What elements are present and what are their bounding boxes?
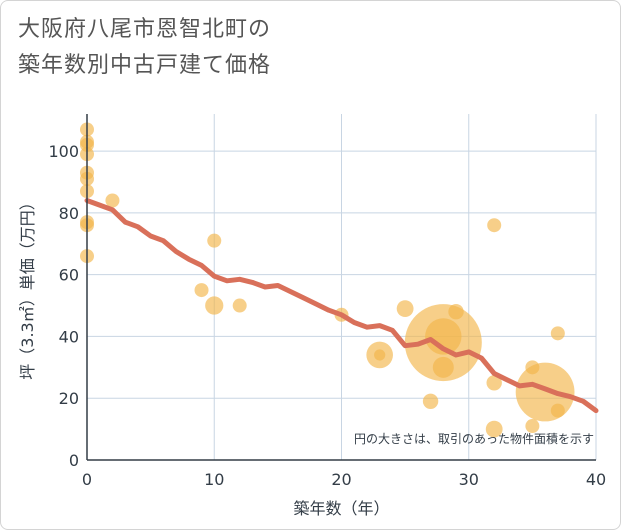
data-point [425,318,462,355]
y-tick-label: 60 [59,266,79,285]
data-point [550,403,565,418]
data-point [232,298,247,313]
data-point [487,218,502,233]
data-point [105,193,120,208]
data-point [396,300,414,318]
data-point [485,420,503,438]
data-point [422,393,439,410]
x-tick-label: 30 [459,470,479,489]
data-point [525,360,540,375]
y-tick-label: 100 [48,142,79,161]
scatter-series [80,122,575,438]
x-tick-label: 0 [82,470,92,489]
x-tick-label: 10 [204,470,224,489]
trend-line [84,198,599,414]
data-point [448,304,464,320]
y-axis-label: 坪（3.3㎡）単価（万円） [18,194,37,379]
x-tick-label: 40 [586,470,606,489]
y-tick-label: 0 [69,451,79,470]
data-point [486,375,502,391]
x-tick-label: 20 [331,470,351,489]
x-axis-label: 築年数（年） [293,499,389,518]
grid-lines [86,114,597,461]
tick-labels: 0 10 20 30 40 0 20 40 60 80 100 [48,142,606,489]
data-point [205,296,224,315]
axes [86,114,596,461]
data-point [374,349,386,361]
data-point [207,233,222,248]
size-note: 円の大きさは、取引のあった物件面積を示す [354,431,594,446]
data-point [515,362,575,422]
data-point [525,419,540,434]
data-point [432,356,454,378]
y-tick-label: 40 [59,327,79,346]
chart-title: 大阪府八尾市恩智北町の 築年数別中古戸建て価格 [18,12,518,84]
y-tick-label: 20 [59,389,79,408]
title-line-2: 築年数別中古戸建て価格 [18,53,272,78]
data-point [194,283,209,298]
y-tick-label: 80 [59,204,79,223]
title-line-1: 大阪府八尾市恩智北町の [18,17,272,42]
data-point [550,326,565,341]
